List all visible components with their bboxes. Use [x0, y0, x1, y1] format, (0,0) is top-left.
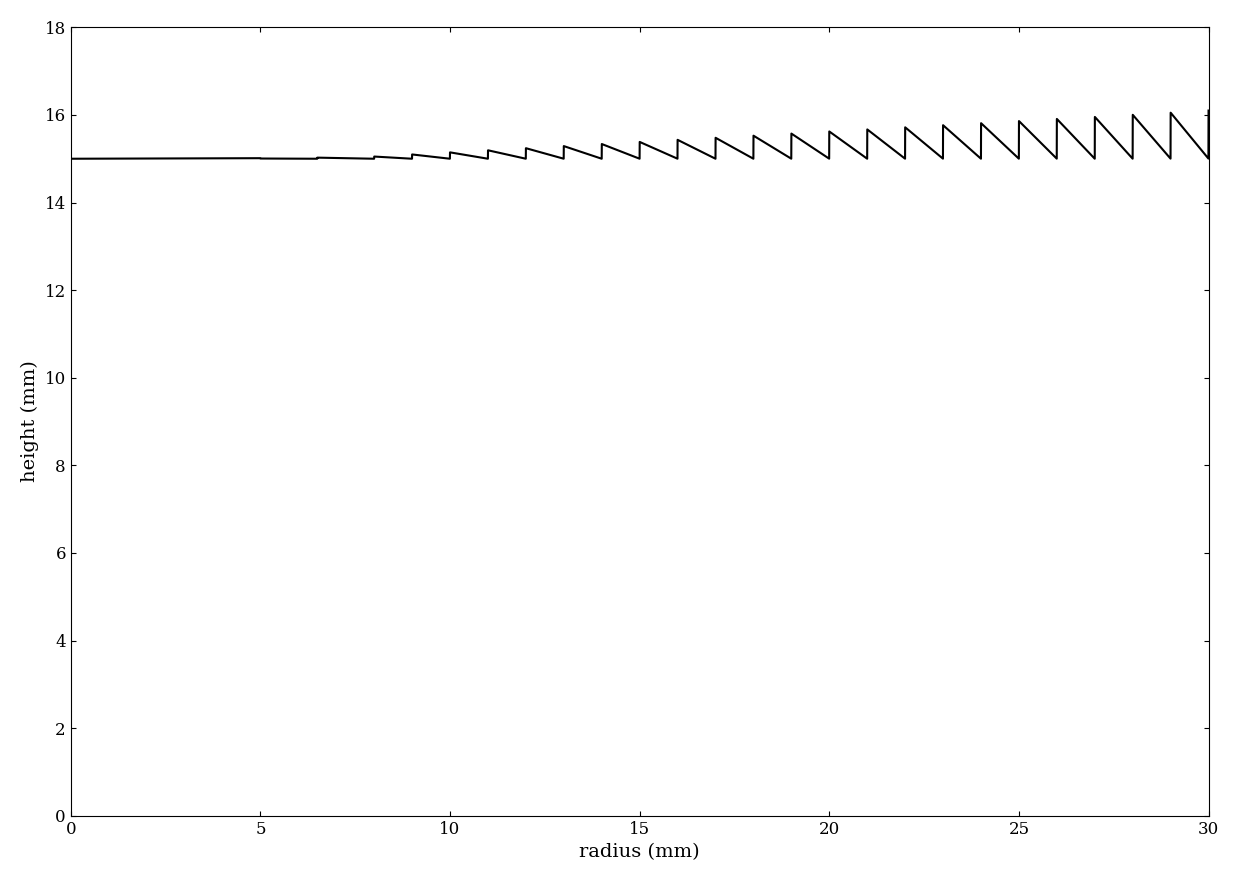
Y-axis label: height (mm): height (mm)	[21, 361, 40, 482]
X-axis label: radius (mm): radius (mm)	[579, 843, 699, 861]
